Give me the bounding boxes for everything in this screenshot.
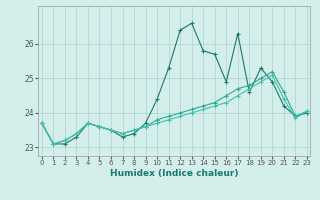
X-axis label: Humidex (Indice chaleur): Humidex (Indice chaleur) <box>110 169 239 178</box>
